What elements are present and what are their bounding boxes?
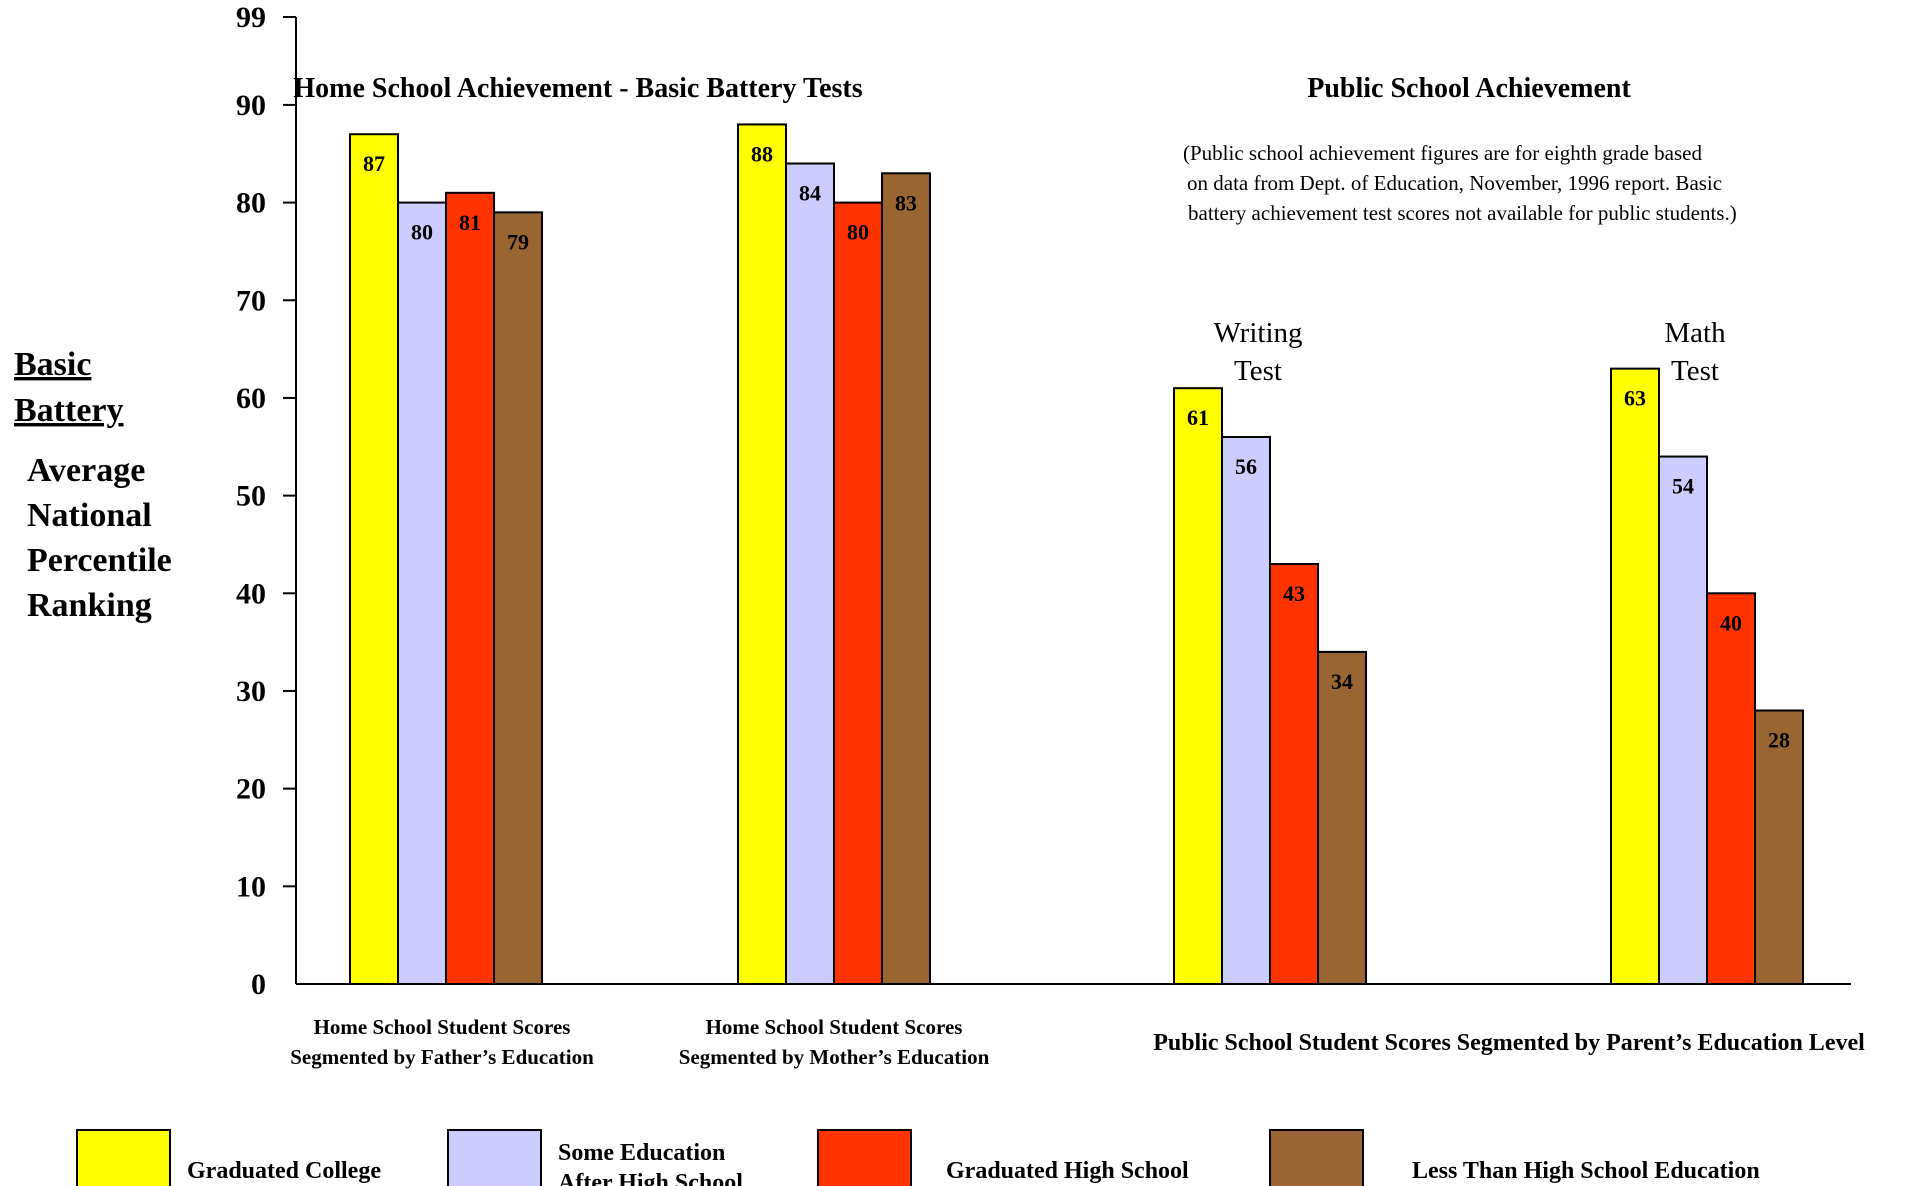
bar — [833, 201, 883, 985]
bar — [737, 123, 787, 985]
y-axis-label-line: National — [27, 497, 152, 534]
bar-value-label: 80 — [411, 220, 433, 245]
note-line-3: battery achievement test scores not avai… — [1188, 201, 1737, 225]
legend: Graduated College Some Education After Hig… — [76, 1129, 1760, 1186]
bar — [1658, 455, 1708, 985]
legend-label: Graduated High School — [946, 1158, 1189, 1184]
y-tick-label: 80 — [236, 187, 266, 220]
y-tick-label: 70 — [236, 284, 266, 317]
y-tick-label: 50 — [236, 480, 266, 513]
bar — [397, 201, 447, 985]
legend-label: Some Education — [558, 1140, 725, 1166]
bar-value-label: 63 — [1624, 386, 1646, 411]
legend-swatch — [76, 1129, 171, 1186]
bar — [1610, 367, 1660, 985]
bar-value-label: 34 — [1331, 669, 1353, 694]
y-axis-label-underlined: Basic — [14, 346, 91, 383]
bar-value-label: 54 — [1672, 474, 1694, 499]
legend-label: Less Than High School Education — [1412, 1158, 1760, 1184]
y-axis-label-line: Average — [27, 452, 145, 489]
group-sublabel: Writing — [1213, 317, 1302, 349]
y-tick-label: 99 — [236, 1, 266, 34]
bar-value-label: 61 — [1187, 405, 1209, 430]
y-tick-label: 20 — [236, 773, 266, 806]
chart-title: Home School Achievement - Basic Battery … — [293, 73, 862, 104]
legend-label: Graduated College — [187, 1158, 381, 1184]
bar — [445, 191, 495, 985]
group-sublabel: Test — [1671, 355, 1719, 387]
group-label: Home School Student Scores — [706, 1015, 963, 1039]
note-line-1: (Public school achievement figures are f… — [1183, 141, 1702, 165]
legend-swatch — [447, 1129, 542, 1186]
bar — [1269, 562, 1319, 986]
y-axis: 0 10 20 30 40 50 60 70 80 90 99 — [236, 1, 1851, 1001]
public-title: Public School Achievement — [1307, 73, 1631, 104]
bar-value-label: 28 — [1768, 728, 1790, 753]
y-tick-label: 30 — [236, 675, 266, 708]
y-tick-label: 60 — [236, 382, 266, 415]
y-tick-label: 0 — [251, 968, 266, 1001]
legend-swatch — [817, 1129, 912, 1186]
bar-value-label: 83 — [895, 190, 917, 215]
bar — [1754, 709, 1804, 986]
y-axis-label-line: Ranking — [27, 587, 152, 624]
y-tick-label: 10 — [236, 870, 266, 903]
bar-value-label: 56 — [1235, 454, 1257, 479]
bar-value-label: 43 — [1283, 581, 1305, 606]
y-tick-label: 40 — [236, 577, 266, 610]
bar — [881, 172, 931, 985]
bar-value-label: 88 — [751, 141, 773, 166]
bar — [1173, 387, 1223, 986]
bar-value-label: 40 — [1720, 610, 1742, 635]
bar — [349, 133, 399, 986]
bar-value-label: 80 — [847, 220, 869, 245]
group-sublabel: Math — [1664, 317, 1726, 349]
bar — [493, 211, 543, 986]
bar — [1317, 650, 1367, 985]
y-axis-label: Basic Battery Average National Percentile Ran… — [14, 346, 172, 624]
y-axis-label-line: Percentile — [27, 542, 172, 579]
x-axis-labels: Home School Student Scores Segmented by F… — [290, 1015, 1865, 1069]
titles: Home School Achievement - Basic Battery … — [293, 73, 1736, 225]
y-axis-label-underlined: Battery — [14, 392, 124, 429]
bar — [1221, 436, 1271, 986]
legend-swatch — [1269, 1129, 1364, 1186]
public-group-label: Public School Student Scores Segmented b… — [1153, 1030, 1865, 1056]
note-line-2: on data from Dept. of Education, Novembe… — [1187, 171, 1722, 195]
bars: 87 80 81 79 88 84 80 83 61 56 43 34 Writing Test 63 54 4… — [349, 123, 1804, 986]
bar — [1706, 592, 1756, 985]
y-tick-label: 90 — [236, 89, 266, 122]
legend-label: After High School — [558, 1170, 743, 1186]
group-label: Segmented by Mother’s Education — [679, 1045, 990, 1069]
group-label: Segmented by Father’s Education — [290, 1045, 594, 1069]
group-label: Home School Student Scores — [314, 1015, 571, 1039]
bar-value-label: 84 — [799, 181, 821, 206]
bar-value-label: 79 — [507, 229, 529, 254]
bar — [785, 162, 835, 986]
bar-value-label: 81 — [459, 210, 481, 235]
bar-value-label: 87 — [363, 151, 385, 176]
group-sublabel: Test — [1234, 355, 1282, 387]
